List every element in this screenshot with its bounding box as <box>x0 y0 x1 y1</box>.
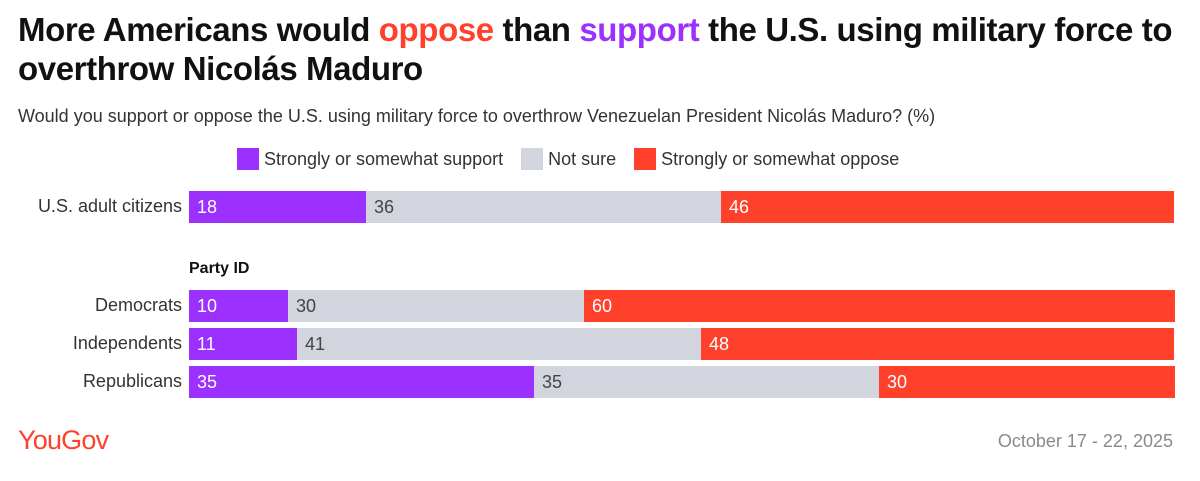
value-label-u-s-adult-citizens-oppose: 46 <box>729 197 750 217</box>
bar-republicans-oppose <box>879 366 1175 398</box>
value-label-democrats-support: 10 <box>197 296 218 316</box>
chart-subtitle: Would you support or oppose the U.S. usi… <box>18 106 936 126</box>
value-label-u-s-adult-citizens-not-sure: 36 <box>374 197 395 217</box>
value-label-independents-support: 11 <box>197 334 216 354</box>
title-part-2: than <box>493 11 580 48</box>
legend-item-not-sure: Not sure <box>521 148 616 170</box>
survey-date: October 17 - 22, 2025 <box>997 431 1173 451</box>
bar-independents-not-sure <box>297 328 701 360</box>
value-label-democrats-oppose: 60 <box>592 296 613 316</box>
bar-democrats-support <box>189 290 288 322</box>
value-label-democrats-not-sure: 30 <box>296 296 317 316</box>
legend-label-support: Strongly or somewhat support <box>264 148 504 169</box>
bar-independents-oppose <box>701 328 1174 360</box>
title-part-3: the U.S. using military force to overthr… <box>18 11 1173 87</box>
legend-swatch-support <box>237 148 259 170</box>
bar-u-s-adult-citizens-support <box>189 191 366 223</box>
value-label-independents-not-sure: 41 <box>305 334 326 354</box>
bar-republicans-support <box>189 366 534 398</box>
bar-democrats-oppose <box>584 290 1175 322</box>
legend-swatch-not-sure <box>521 148 544 170</box>
row-label-republicans: Republicans <box>82 371 182 391</box>
row-label-independents: Independents <box>72 333 182 353</box>
value-label-republicans-not-sure: 35 <box>542 372 563 392</box>
title-support-word: support <box>579 11 700 48</box>
legend: Strongly or somewhat support Not sure St… <box>237 146 917 172</box>
value-label-independents-oppose: 48 <box>709 334 730 354</box>
legend-item-oppose: Strongly or somewhat oppose <box>634 148 899 170</box>
title-oppose-word: oppose <box>378 11 494 48</box>
legend-label-not-sure: Not sure <box>548 148 617 169</box>
chart-title: More Americans would oppose than support… <box>18 10 1188 88</box>
value-label-republicans-oppose: 30 <box>887 372 908 392</box>
legend-item-support: Strongly or somewhat support <box>237 148 503 170</box>
legend-swatch-oppose <box>634 148 657 170</box>
bar-u-s-adult-citizens-oppose <box>721 191 1174 223</box>
bar-u-s-adult-citizens-not-sure <box>366 191 721 223</box>
value-label-republicans-support: 35 <box>197 372 218 392</box>
value-label-u-s-adult-citizens-support: 18 <box>197 197 218 217</box>
bar-democrats-not-sure <box>288 290 584 322</box>
title-part-1: More Americans would <box>18 11 379 48</box>
party-id-group-label: Party ID <box>189 260 250 277</box>
bar-republicans-not-sure <box>534 366 879 398</box>
row-label-u-s-adult-citizens: U.S. adult citizens <box>37 196 182 216</box>
legend-label-oppose: Strongly or somewhat oppose <box>661 148 900 169</box>
yougov-logo: YouGov <box>18 425 109 455</box>
row-label-democrats: Democrats <box>94 295 182 315</box>
bar-independents-support <box>189 328 297 360</box>
